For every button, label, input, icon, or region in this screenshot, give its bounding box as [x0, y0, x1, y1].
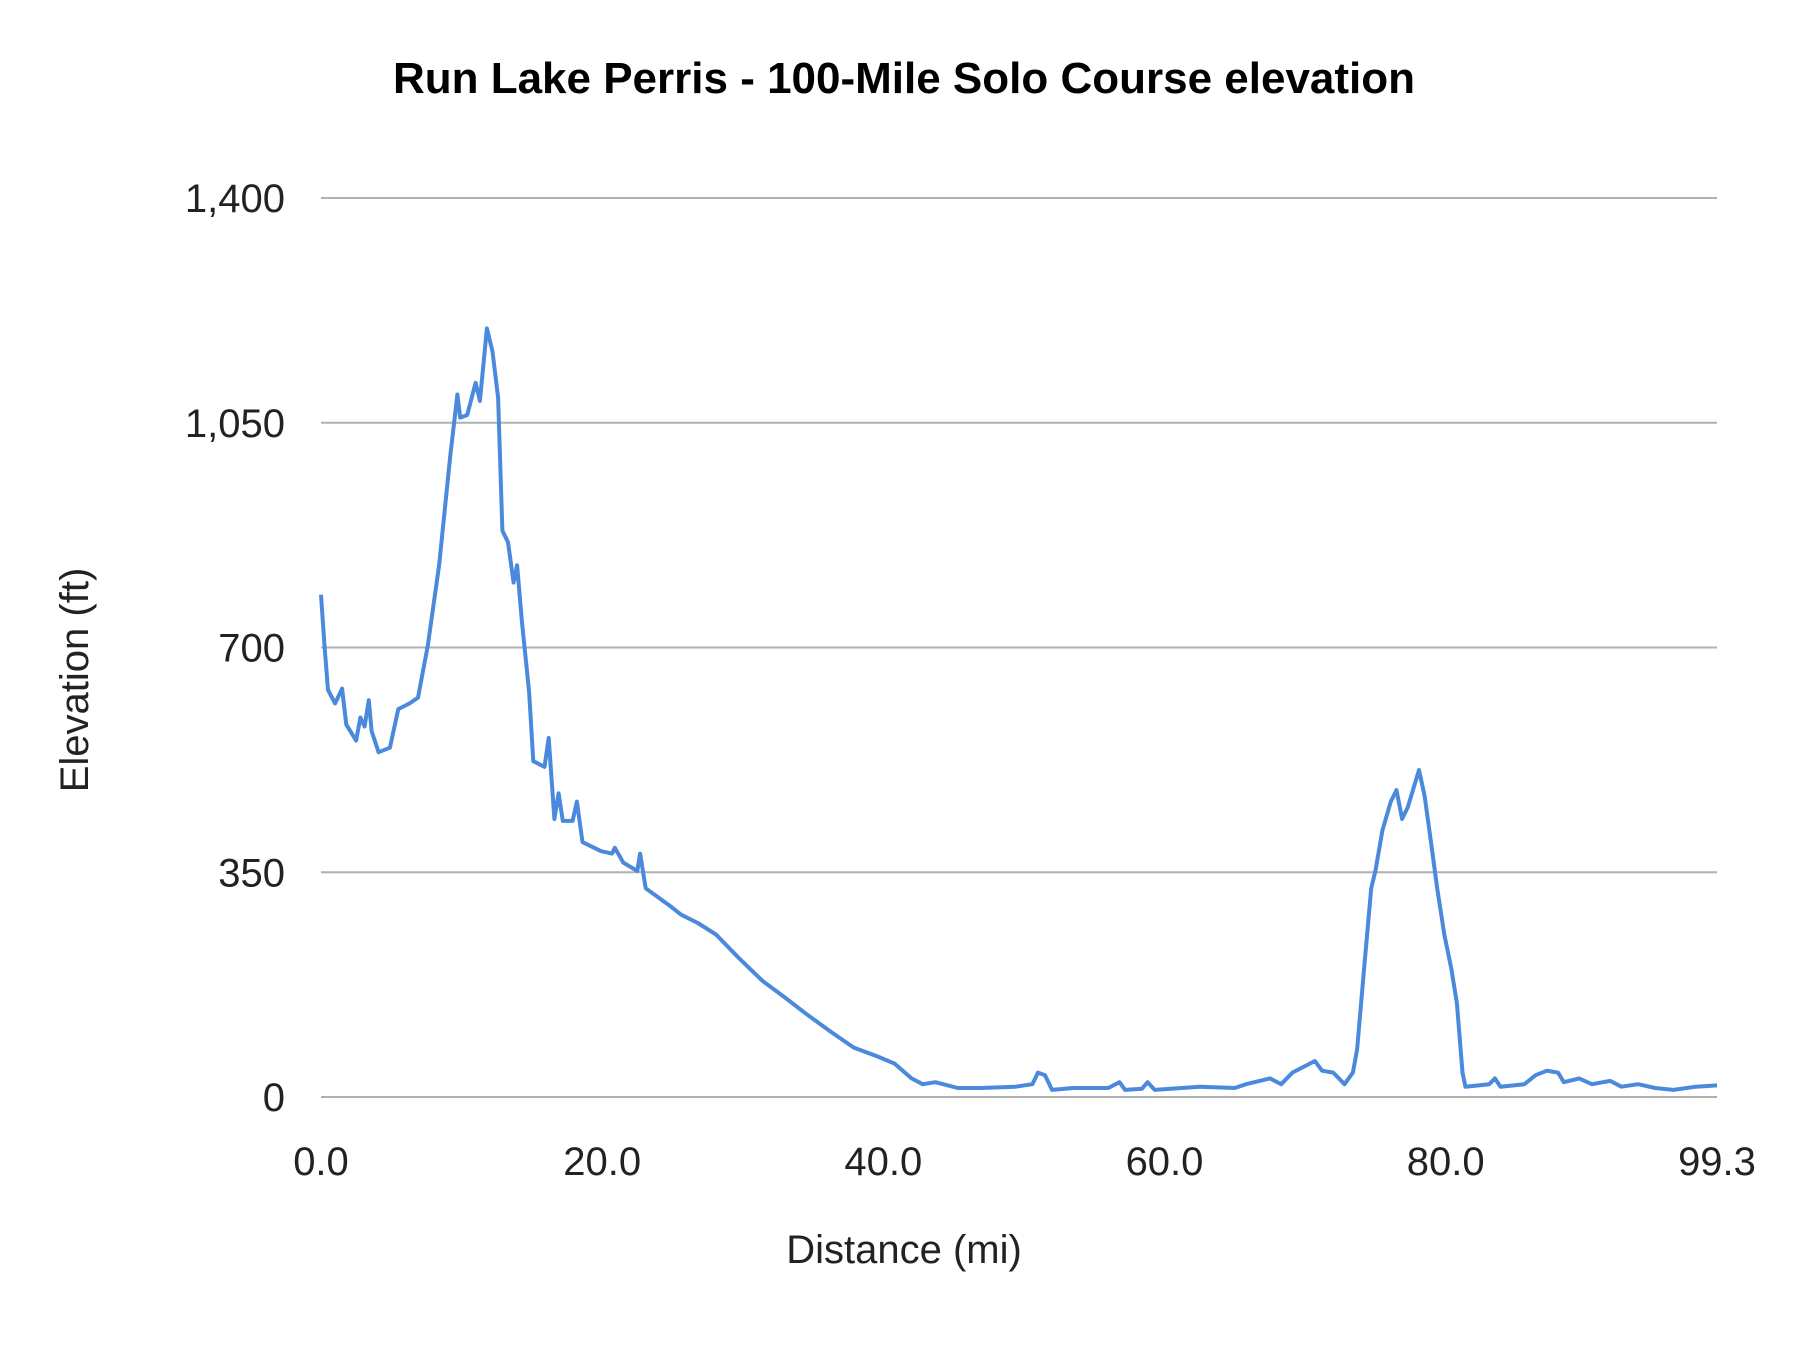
- elevation-line: [319, 326, 1718, 1092]
- x-tick-label: 20.0: [563, 1140, 641, 1184]
- x-axis-ticks: 0.0 20.0 40.0 60.0 80.0 99.3: [293, 1140, 1756, 1184]
- y-axis-label: Elevation (ft): [53, 568, 97, 793]
- chart-title: Run Lake Perris - 100-Mile Solo Course e…: [393, 54, 1415, 103]
- x-tick-label: 60.0: [1126, 1140, 1204, 1184]
- x-axis-label: Distance (mi): [786, 1228, 1022, 1272]
- y-tick-label: 1,400: [185, 177, 285, 221]
- y-tick-label: 1,050: [185, 402, 285, 446]
- y-tick-label: 350: [218, 851, 285, 895]
- y-axis-ticks: 0 350 700 1,050 1,400: [185, 177, 285, 1120]
- y-tick-label: 700: [218, 627, 285, 671]
- x-tick-label: 80.0: [1407, 1140, 1485, 1184]
- gridlines: [321, 197, 1717, 1098]
- x-tick-label: 40.0: [844, 1140, 922, 1184]
- x-tick-label: 99.3: [1678, 1140, 1756, 1184]
- y-tick-label: 0: [263, 1076, 285, 1120]
- x-tick-label: 0.0: [293, 1140, 349, 1184]
